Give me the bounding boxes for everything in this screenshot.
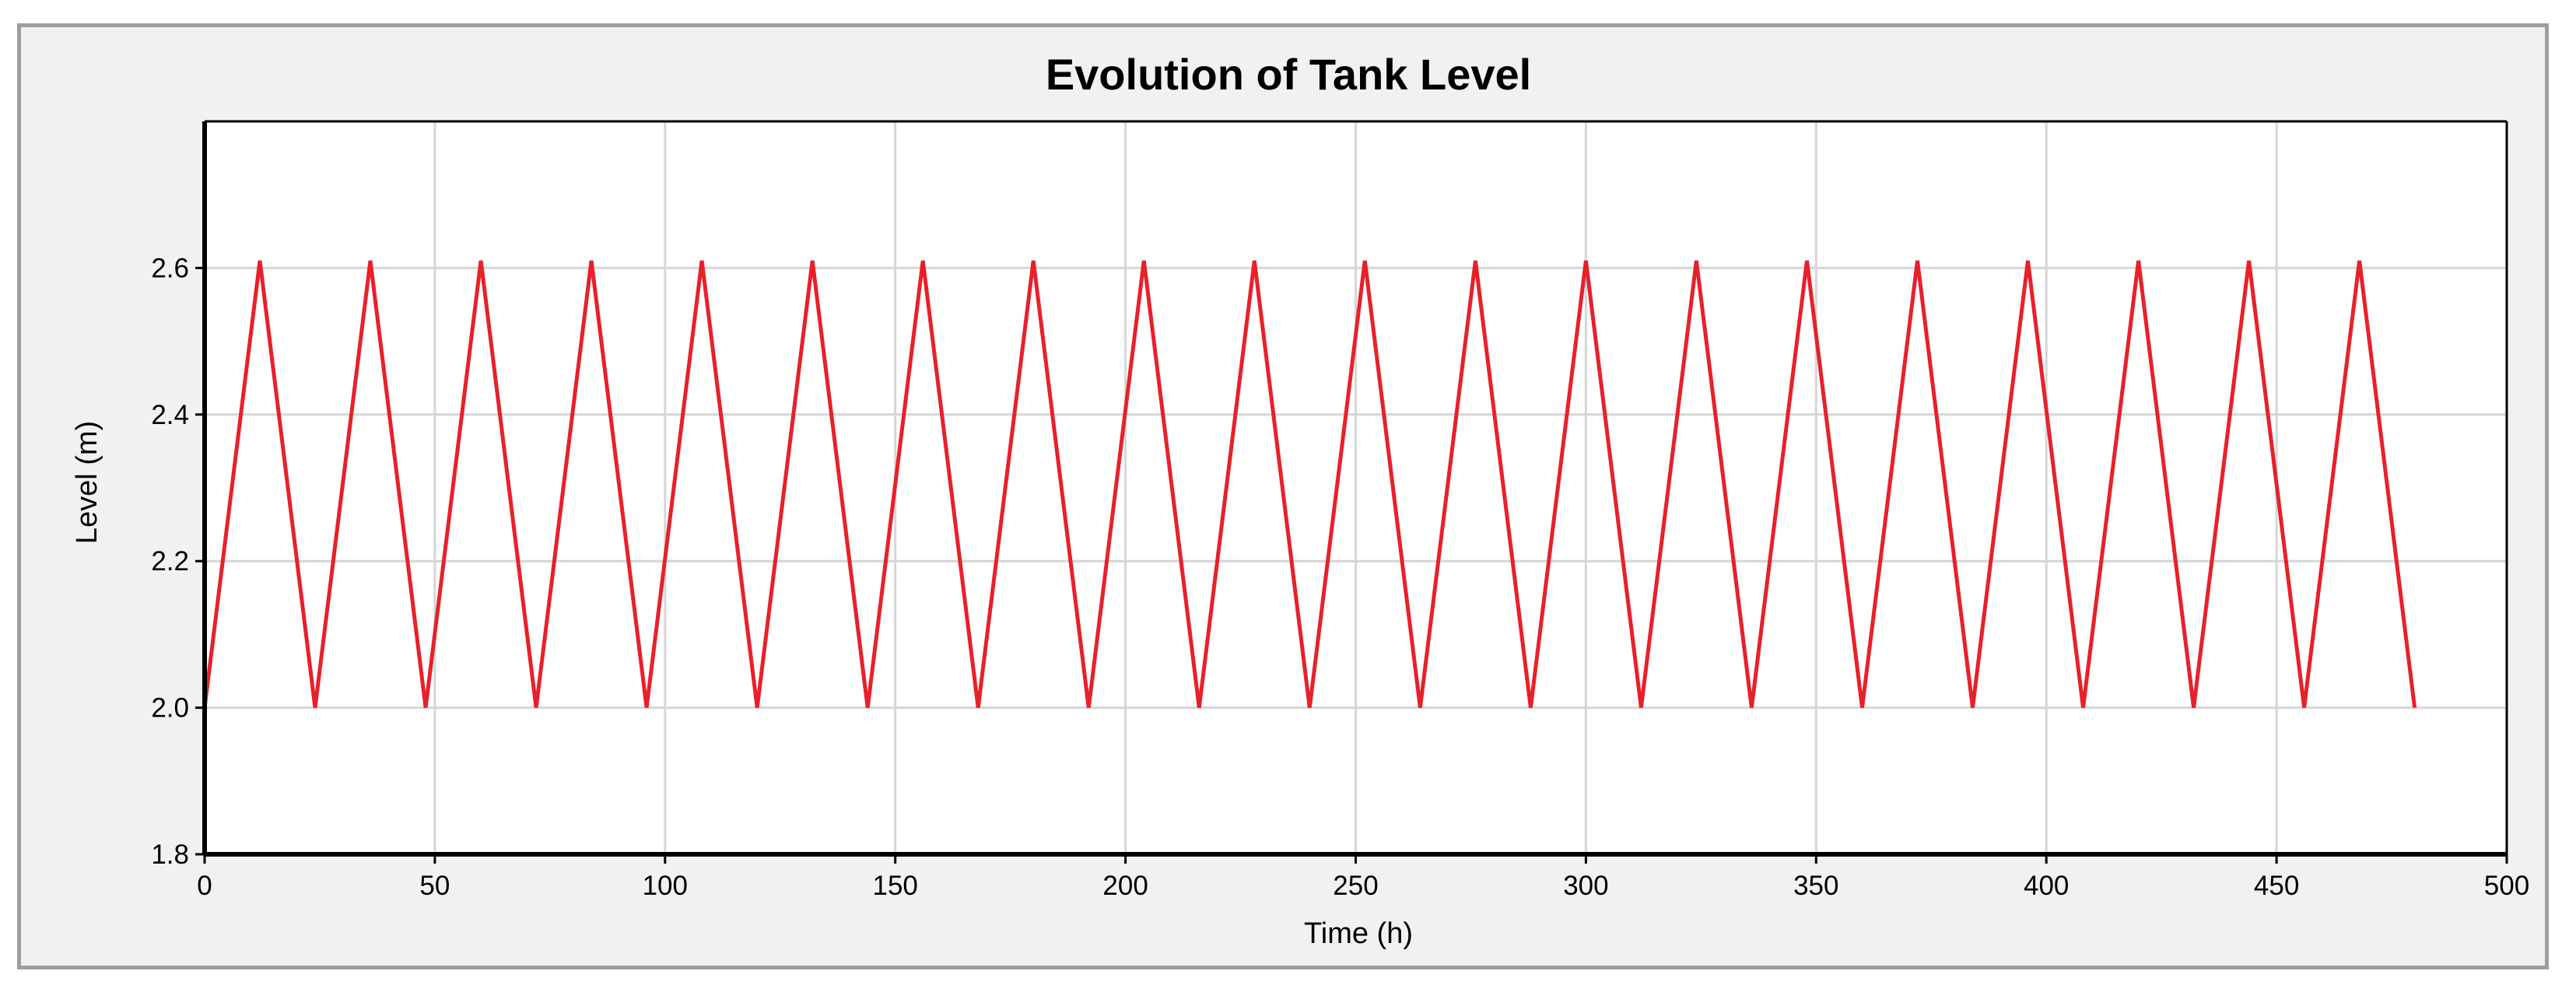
grid-layer bbox=[205, 121, 2508, 854]
series-line-tank-level bbox=[202, 260, 2417, 708]
ticks-layer: 0 50 100 150 200 250 300 350 400 450 500 1.8 2.0 2.2 2… bbox=[151, 253, 2529, 901]
x-tick-label: 0 bbox=[197, 871, 212, 901]
chart-title: Evolution of Tank Level bbox=[1046, 50, 1531, 99]
x-tick-label: 300 bbox=[1563, 871, 1608, 901]
y-tick-label: 1.8 bbox=[151, 840, 189, 870]
x-tick-label: 250 bbox=[1333, 871, 1378, 901]
x-tick-label: 450 bbox=[2254, 871, 2299, 901]
y-axis-label: Level (m) bbox=[71, 421, 103, 544]
y-tick-label: 2.0 bbox=[151, 693, 189, 724]
y-tick-label: 2.2 bbox=[151, 546, 189, 577]
x-tick-label: 100 bbox=[643, 871, 688, 901]
x-axis-label: Time (h) bbox=[1304, 917, 1413, 950]
x-tick-label: 400 bbox=[2024, 871, 2069, 901]
x-tick-label: 150 bbox=[872, 871, 917, 901]
x-tick-label: 350 bbox=[1793, 871, 1838, 901]
x-tick-label: 50 bbox=[419, 871, 450, 901]
series-layer bbox=[202, 260, 2417, 708]
y-tick-label: 2.4 bbox=[151, 400, 189, 430]
x-tick-label: 200 bbox=[1102, 871, 1148, 901]
x-tick-label: 500 bbox=[2484, 871, 2529, 901]
y-tick-label: 2.6 bbox=[151, 253, 189, 283]
